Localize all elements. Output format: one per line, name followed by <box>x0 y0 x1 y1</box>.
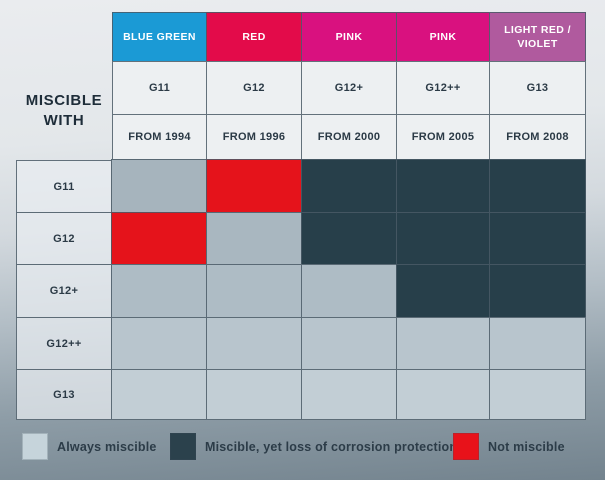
matrix-cell-G12-G12++ <box>396 212 490 265</box>
matrix-cell-G12+-G12+ <box>301 264 397 318</box>
matrix-cell-G12++-G11 <box>111 317 207 370</box>
column-from-year-G13: FROM 2008 <box>489 114 586 160</box>
matrix-cell-G12-G12 <box>206 212 302 265</box>
column-color-header-G12++: PINK <box>396 12 490 62</box>
matrix-cell-G13-G12++ <box>396 369 490 420</box>
row-label-G12: G12 <box>16 212 112 265</box>
matrix-cell-G11-G13 <box>489 159 586 213</box>
matrix-cell-G12++-G12+ <box>301 317 397 370</box>
column-name-G12++: G12++ <box>396 61 490 115</box>
matrix-cell-G11-G12++ <box>396 159 490 213</box>
legend-label-not: Not miscible <box>488 439 565 454</box>
column-name-G11: G11 <box>112 61 207 115</box>
legend-swatch-not <box>453 433 479 460</box>
row-label-G11: G11 <box>16 160 112 213</box>
corner-label: MISCIBLE WITH <box>25 91 103 129</box>
column-color-header-G12+: PINK <box>301 12 397 62</box>
column-color-header-G13: LIGHT RED / VIOLET <box>489 12 586 62</box>
column-from-year-G12++: FROM 2005 <box>396 114 490 160</box>
column-name-G12+: G12+ <box>301 61 397 115</box>
matrix-cell-G13-G12+ <box>301 369 397 420</box>
matrix-cell-G12-G11 <box>111 212 207 265</box>
matrix-cell-G13-G13 <box>489 369 586 420</box>
matrix-cell-G11-G12 <box>206 159 302 213</box>
matrix-cell-G12+-G12++ <box>396 264 490 318</box>
legend-item-not: Not miscible <box>453 433 565 460</box>
column-from-year-G11: FROM 1994 <box>112 114 207 160</box>
column-color-header-G11: BLUE GREEN <box>112 12 207 62</box>
miscibility-table: MISCIBLE WITH BLUE GREEN G11 FROM 1994 RED G… <box>16 12 586 420</box>
column-name-G13: G13 <box>489 61 586 115</box>
row-label-G12++: G12++ <box>16 317 112 370</box>
matrix-cell-G11-G12+ <box>301 159 397 213</box>
legend: Always miscible Miscible, yet loss of cor… <box>0 433 605 463</box>
legend-label-always: Always miscible <box>57 439 157 454</box>
matrix-cell-G12+-G11 <box>111 264 207 318</box>
matrix-cell-G12+-G13 <box>489 264 586 318</box>
matrix-cell-G12-G13 <box>489 212 586 265</box>
matrix-cell-G12-G12+ <box>301 212 397 265</box>
matrix-cell-G11-G11 <box>111 159 207 213</box>
matrix-cell-G12++-G13 <box>489 317 586 370</box>
row-label-G12+: G12+ <box>16 264 112 318</box>
column-name-G12: G12 <box>206 61 302 115</box>
legend-item-always: Always miscible <box>22 433 157 460</box>
matrix-cell-G13-G12 <box>206 369 302 420</box>
legend-item-loss: Miscible, yet loss of corrosion protecti… <box>170 433 457 460</box>
matrix-cell-G13-G11 <box>111 369 207 420</box>
matrix-cell-G12++-G12 <box>206 317 302 370</box>
matrix-cell-G12++-G12++ <box>396 317 490 370</box>
row-label-G13: G13 <box>16 369 112 420</box>
legend-swatch-loss <box>170 433 196 460</box>
column-from-year-G12: FROM 1996 <box>206 114 302 160</box>
legend-swatch-always <box>22 433 48 460</box>
column-from-year-G12+: FROM 2000 <box>301 114 397 160</box>
column-color-header-G12: RED <box>206 12 302 62</box>
legend-label-loss: Miscible, yet loss of corrosion protecti… <box>205 439 458 454</box>
matrix-cell-G12+-G12 <box>206 264 302 318</box>
